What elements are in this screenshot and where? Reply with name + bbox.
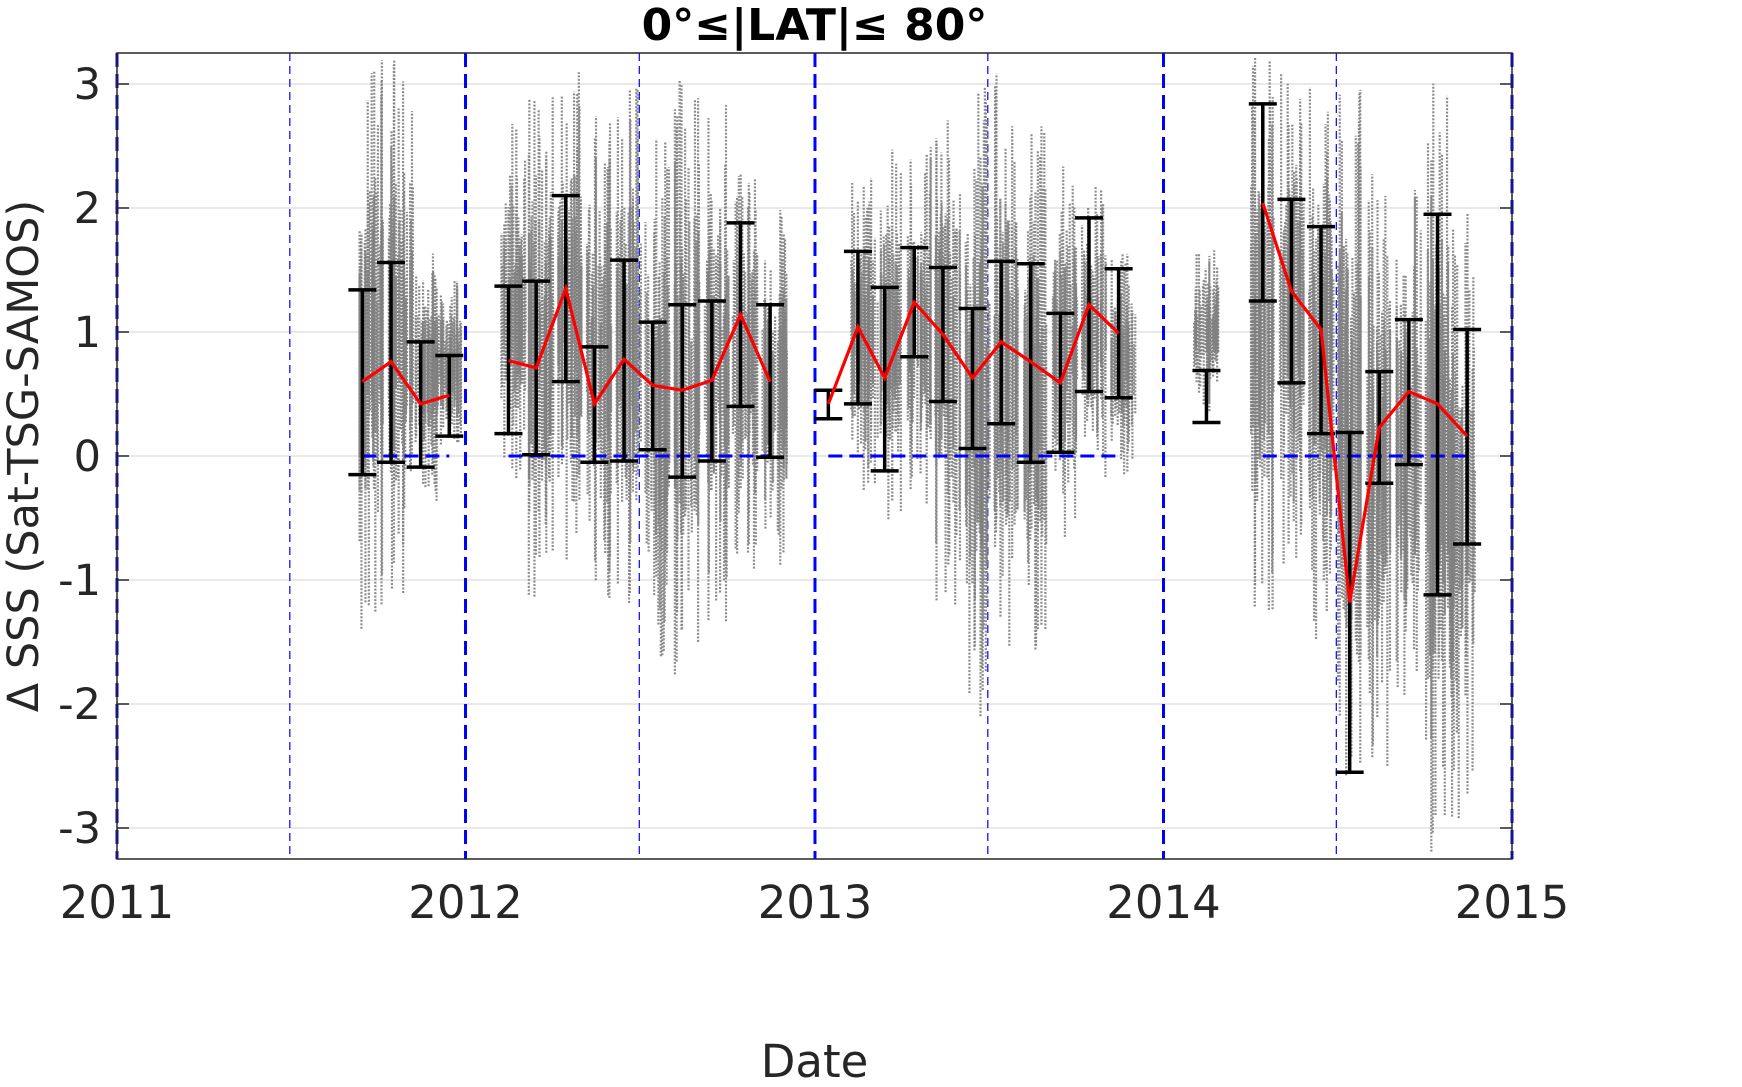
mean-lines xyxy=(361,202,1469,603)
y-tick-label: 2 xyxy=(74,184,101,234)
y-tick-label: 1 xyxy=(74,308,101,358)
y-tick-label: -1 xyxy=(58,556,101,606)
y-tick-label: -3 xyxy=(58,804,101,854)
y-tick-labels: -3 -2 -1 0 1 2 3 xyxy=(58,60,101,854)
x-tick-label: 2011 xyxy=(60,876,175,929)
x-tick-labels: 2011 2012 2013 2014 2015 xyxy=(60,876,1570,929)
x-tick-label: 2014 xyxy=(1106,876,1221,929)
chart-title: 0°≤|LAT|≤ 80° xyxy=(642,0,988,51)
mean-line xyxy=(1261,202,1469,603)
y-tick-label: 0 xyxy=(74,432,101,482)
mean-line xyxy=(508,283,772,408)
x-tick-label: 2012 xyxy=(408,876,523,929)
mean-line xyxy=(361,359,450,406)
x-tick-label: 2015 xyxy=(1455,876,1570,929)
y-tick-label: 3 xyxy=(74,60,101,110)
x-axis-label: Date xyxy=(761,1035,869,1087)
mean-line xyxy=(826,299,1120,405)
x-tick-label: 2013 xyxy=(758,876,873,929)
y-tick-label: -2 xyxy=(58,680,101,730)
y-axis-label: Δ SSS (Sat-TSG-SAMOS) xyxy=(0,200,49,712)
axis-ticks xyxy=(117,83,1512,829)
